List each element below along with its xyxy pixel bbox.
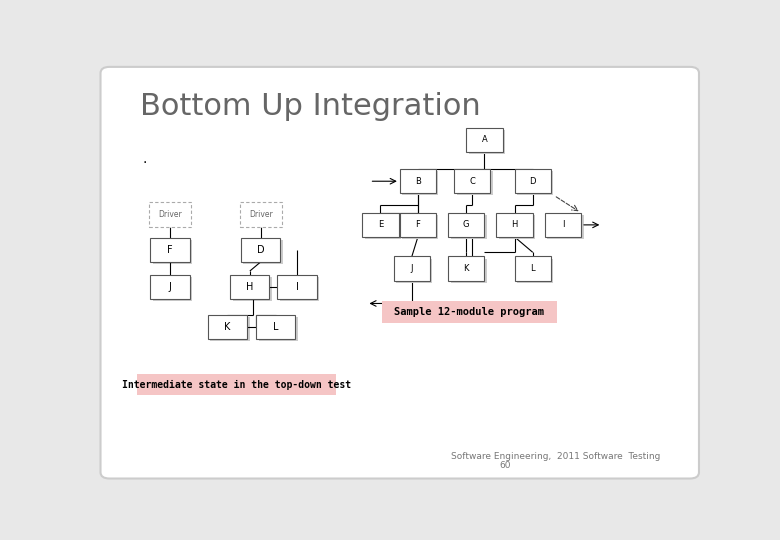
FancyBboxPatch shape	[399, 213, 436, 237]
FancyBboxPatch shape	[362, 213, 399, 237]
FancyBboxPatch shape	[399, 169, 436, 193]
FancyBboxPatch shape	[517, 259, 553, 282]
Text: K: K	[225, 322, 231, 332]
Text: K: K	[463, 264, 469, 273]
FancyBboxPatch shape	[149, 202, 191, 227]
Text: Software Engineering,  2011 Software  Testing: Software Engineering, 2011 Software Test…	[451, 451, 661, 461]
FancyBboxPatch shape	[469, 130, 505, 154]
Text: Bottom Up Integration: Bottom Up Integration	[140, 92, 480, 121]
FancyBboxPatch shape	[230, 275, 269, 299]
FancyBboxPatch shape	[496, 213, 533, 237]
FancyBboxPatch shape	[278, 275, 317, 299]
FancyBboxPatch shape	[456, 171, 493, 195]
FancyBboxPatch shape	[153, 277, 192, 301]
FancyBboxPatch shape	[402, 215, 438, 239]
Text: 60: 60	[499, 461, 511, 470]
Text: I: I	[296, 282, 299, 292]
FancyBboxPatch shape	[153, 240, 192, 264]
Text: Intermediate state in the top-down test: Intermediate state in the top-down test	[122, 380, 351, 389]
FancyBboxPatch shape	[241, 238, 280, 262]
Text: F: F	[167, 245, 173, 255]
FancyBboxPatch shape	[466, 127, 502, 152]
Text: J: J	[168, 282, 172, 292]
FancyBboxPatch shape	[402, 171, 438, 195]
FancyBboxPatch shape	[243, 240, 283, 264]
Text: Sample 12-module program: Sample 12-module program	[394, 307, 544, 317]
Text: Driver: Driver	[249, 210, 272, 219]
FancyBboxPatch shape	[454, 169, 491, 193]
FancyBboxPatch shape	[256, 315, 296, 339]
FancyBboxPatch shape	[232, 277, 272, 301]
FancyBboxPatch shape	[394, 256, 430, 281]
Text: H: H	[246, 282, 254, 292]
FancyBboxPatch shape	[381, 301, 557, 322]
Text: L: L	[273, 322, 278, 332]
Text: H: H	[512, 220, 518, 230]
Text: I: I	[562, 220, 564, 230]
Text: E: E	[378, 220, 383, 230]
Text: L: L	[530, 264, 535, 273]
Text: D: D	[530, 177, 536, 186]
FancyBboxPatch shape	[515, 256, 551, 281]
FancyBboxPatch shape	[548, 215, 583, 239]
Text: A: A	[481, 135, 488, 144]
FancyBboxPatch shape	[499, 215, 535, 239]
Text: J: J	[410, 264, 413, 273]
FancyBboxPatch shape	[451, 215, 487, 239]
FancyBboxPatch shape	[448, 256, 484, 281]
Text: C: C	[470, 177, 475, 186]
FancyBboxPatch shape	[515, 169, 551, 193]
FancyBboxPatch shape	[365, 215, 401, 239]
Text: G: G	[463, 220, 470, 230]
FancyBboxPatch shape	[151, 275, 190, 299]
Text: F: F	[416, 220, 420, 230]
Text: D: D	[257, 245, 264, 255]
FancyBboxPatch shape	[259, 317, 298, 341]
FancyBboxPatch shape	[239, 202, 282, 227]
FancyBboxPatch shape	[211, 317, 250, 341]
FancyBboxPatch shape	[101, 67, 699, 478]
Text: Driver: Driver	[158, 210, 182, 219]
Text: .: .	[143, 152, 147, 166]
FancyBboxPatch shape	[280, 277, 319, 301]
Text: B: B	[415, 177, 421, 186]
FancyBboxPatch shape	[544, 213, 581, 237]
FancyBboxPatch shape	[207, 315, 247, 339]
FancyBboxPatch shape	[448, 213, 484, 237]
FancyBboxPatch shape	[136, 374, 336, 395]
FancyBboxPatch shape	[517, 171, 553, 195]
FancyBboxPatch shape	[396, 259, 432, 282]
FancyBboxPatch shape	[151, 238, 190, 262]
FancyBboxPatch shape	[451, 259, 487, 282]
